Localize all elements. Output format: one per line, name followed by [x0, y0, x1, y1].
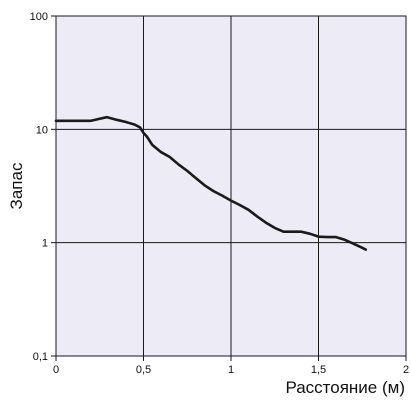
- x-tick-label: 1,5: [311, 364, 326, 376]
- series-line: [54, 115, 368, 251]
- x-tick-label: 0: [53, 364, 59, 376]
- y-tick-label: 1: [42, 238, 48, 250]
- y-tick-label: 100: [30, 11, 48, 23]
- x-tick-label: 2: [403, 364, 409, 376]
- x-axis-title: Расстояние (м): [285, 378, 405, 397]
- x-axis-ticks: 0 0,5 1 1,5 2: [53, 356, 409, 376]
- x-tick-label: 1: [228, 364, 234, 376]
- x-tick-label: 0,5: [136, 364, 151, 376]
- series-layer: [54, 115, 368, 251]
- y-axis-title: Запас: [7, 162, 26, 209]
- y-tick-label: 0,1: [33, 351, 48, 363]
- y-tick-label: 10: [36, 124, 48, 136]
- grid: [56, 16, 406, 356]
- y-axis-ticks: 0,1 1 10 100: [30, 11, 56, 363]
